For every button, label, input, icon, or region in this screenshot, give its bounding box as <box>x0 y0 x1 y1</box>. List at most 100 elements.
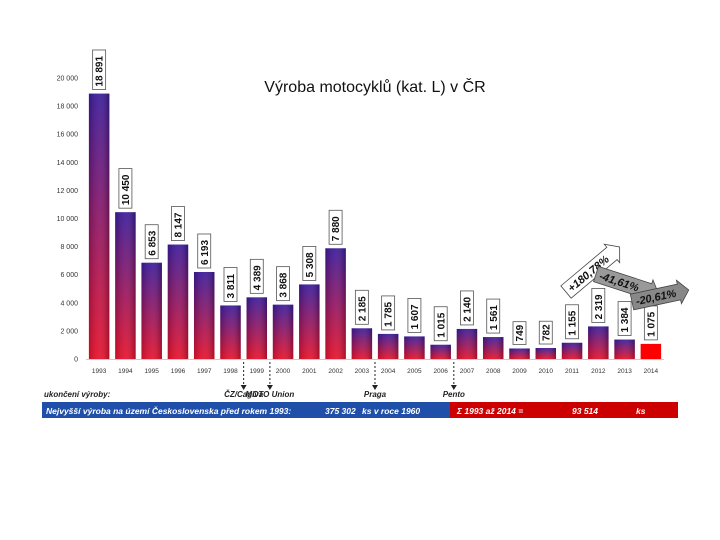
change-arrow-shape <box>629 279 690 311</box>
x-tick-label: 2012 <box>591 368 606 375</box>
x-tick-label: 2001 <box>302 368 317 375</box>
x-tick-label: 2003 <box>355 368 370 375</box>
bar-shade <box>456 328 478 359</box>
x-tick-label: 1998 <box>223 368 238 375</box>
footer-right-panel <box>450 402 678 418</box>
end-of-production-label: ukončení výroby: <box>44 390 111 399</box>
x-tick-label: 1994 <box>118 368 133 375</box>
data-label-text: 2 185 <box>357 296 368 321</box>
data-label-box <box>223 267 238 302</box>
bar-shade <box>220 305 241 359</box>
data-label: 5 308 <box>302 246 317 281</box>
data-label: 3 868 <box>276 266 290 302</box>
data-label-box <box>617 301 632 336</box>
footer-right-text: Σ 1993 až 2014 = <box>456 406 523 416</box>
y-tick-label: 6 000 <box>60 272 78 279</box>
bar-shade <box>193 271 215 359</box>
y-tick-label: 12 000 <box>57 188 79 195</box>
data-label: 2 185 <box>354 289 369 325</box>
x-tick-label: 2014 <box>644 368 659 375</box>
bar-shade <box>377 333 399 359</box>
data-label-box <box>381 295 396 331</box>
data-label: 6 853 <box>144 224 159 260</box>
footer-left-panel <box>42 402 450 418</box>
data-label: 8 147 <box>171 206 185 241</box>
data-label: 1 384 <box>617 301 632 336</box>
data-label-text: 4 389 <box>252 265 263 290</box>
y-tick-label: 18 000 <box>57 104 79 111</box>
marker-label: MOTO Union <box>246 390 295 399</box>
data-label: 2 319 <box>591 288 606 323</box>
x-axis: 1993 1994 1995 1996 1997 1998 1999 2000 2001 2002… <box>86 359 664 375</box>
marker-arrowhead <box>450 385 457 390</box>
data-label-box <box>591 288 606 323</box>
bar-shade <box>88 93 110 359</box>
change-arrow-shape <box>560 243 621 299</box>
footer-left-text: Nejvyšší výroba na území Československa … <box>46 405 291 416</box>
data-label-box <box>328 209 343 245</box>
data-label-box <box>512 321 527 345</box>
data-label-text: 6 193 <box>200 240 211 265</box>
data-label: 782 <box>538 320 553 345</box>
data-label-text: 1 015 <box>436 312 447 337</box>
x-tick-label: 1996 <box>171 368 186 375</box>
bar-shade <box>272 304 294 359</box>
bar-shade <box>614 339 635 359</box>
data-label-text: 1 785 <box>384 301 395 326</box>
data-label: 10 450 <box>118 168 133 209</box>
data-label-box <box>354 289 369 325</box>
footer-left-value: 375 302 <box>325 406 356 416</box>
data-label: 1 561 <box>486 298 501 334</box>
footer-info-bar: Nejvyšší výroba na území Československa … <box>42 402 678 418</box>
x-tick-label: 2004 <box>381 368 396 375</box>
data-label: 7 880 <box>328 209 343 245</box>
marker-arrowhead <box>240 385 247 390</box>
data-label-box <box>538 320 553 345</box>
data-label-text: 1 384 <box>620 307 631 332</box>
x-tick-label: 2011 <box>565 368 579 375</box>
x-tick-label: 1993 <box>92 368 107 375</box>
data-label-text: 5 308 <box>305 252 316 277</box>
data-labels: 18 891 10 450 6 853 8 147 6 193 3 811 4 389 3 8… <box>92 49 658 345</box>
data-label-box <box>249 258 264 294</box>
y-tick-label: 16 000 <box>57 132 79 139</box>
data-label-text: 1 155 <box>568 310 579 335</box>
x-tick-label: 1997 <box>197 368 212 375</box>
data-label-text: 2 319 <box>594 294 605 319</box>
bars <box>88 93 662 359</box>
data-label-text: 3 811 <box>226 274 237 299</box>
data-label: 2 140 <box>460 290 474 326</box>
x-tick-label: 2002 <box>328 368 343 375</box>
bar-shade <box>141 262 162 359</box>
data-label-text: 782 <box>541 324 552 341</box>
bar-shade <box>325 248 346 359</box>
data-label-text: 18 891 <box>95 56 106 87</box>
data-label: 1 607 <box>407 298 422 333</box>
data-label-box <box>144 224 159 260</box>
bar-shade <box>588 326 609 359</box>
change-arrow: -20,61% <box>629 279 690 311</box>
x-tick-label: 2009 <box>512 368 527 375</box>
marker-label: Pento <box>443 390 465 399</box>
marker-arrowhead <box>372 385 378 390</box>
footer-right-value: 93 514 <box>572 406 598 416</box>
data-label-box <box>118 168 133 209</box>
bar-shade <box>430 344 451 359</box>
data-label-text: 3 868 <box>279 272 290 297</box>
y-axis: 0 2 000 4 000 6 000 8 000 10 000 12 000 14 000 1… <box>57 76 79 364</box>
data-label: 749 <box>512 321 527 345</box>
data-label-box <box>486 298 501 334</box>
bar-shade <box>246 297 268 359</box>
data-label-box <box>565 304 579 340</box>
data-label: 1 075 <box>643 305 658 341</box>
y-tick-label: 8 000 <box>60 244 78 251</box>
data-label-box <box>302 246 317 281</box>
data-label: 1 015 <box>433 306 448 342</box>
x-tick-label: 2010 <box>539 368 554 375</box>
x-tick-label: 2013 <box>617 368 632 375</box>
data-label: 1 155 <box>565 304 579 340</box>
data-label-box <box>433 306 448 342</box>
data-label-box <box>92 49 107 90</box>
